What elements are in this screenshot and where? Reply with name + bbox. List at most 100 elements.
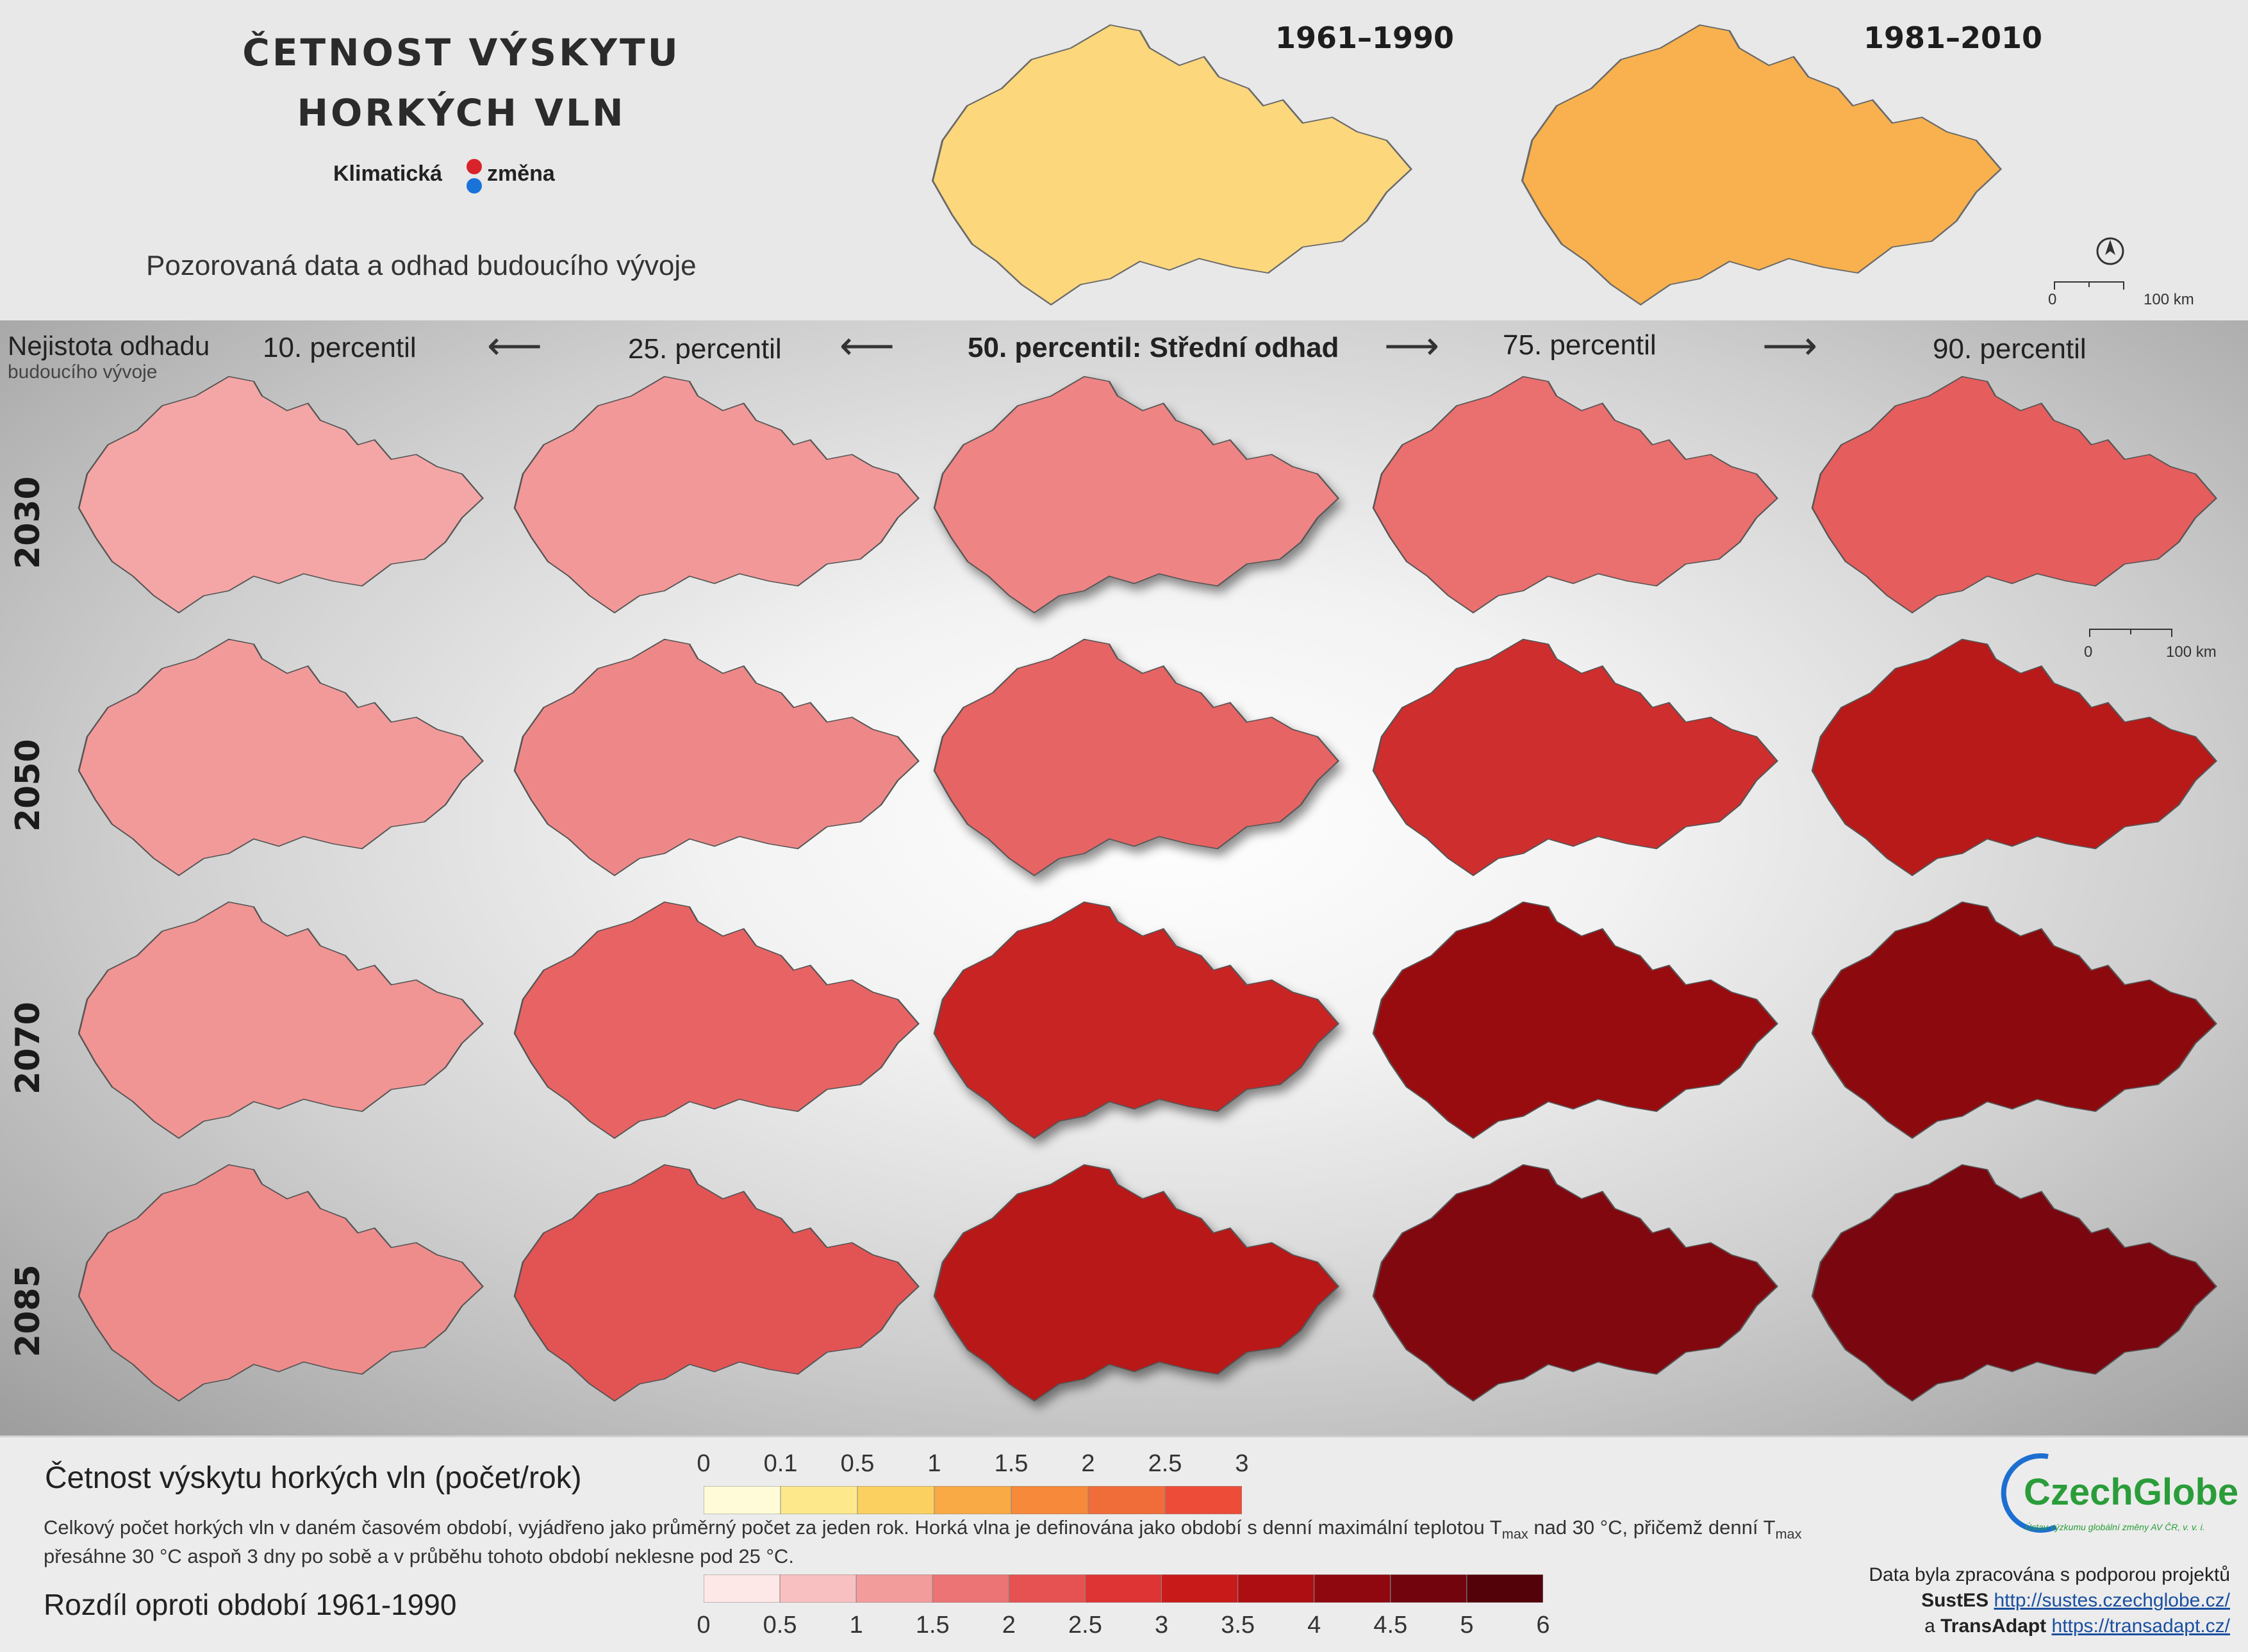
difference-tick-label: 3.5 (1221, 1612, 1255, 1639)
frequency-tick-label: 1.5 (994, 1450, 1029, 1477)
thermometer-icon (465, 158, 483, 201)
arrow-right-icon: ⟶ (1384, 324, 1440, 367)
frequency-tick-label: 0.5 (840, 1450, 875, 1477)
klimaticka-zmena-logo: Klimatická změna (333, 158, 590, 196)
percentile-10-label: 10. percentil (263, 332, 417, 363)
difference-swatch (779, 1574, 857, 1603)
difference-swatch (1314, 1574, 1391, 1603)
frequency-swatch (1164, 1486, 1242, 1514)
map-2070-p0 (70, 897, 487, 1141)
credits-line1: Data byla zpracována s podporou projektů (1869, 1564, 2230, 1585)
difference-swatch (932, 1574, 1009, 1603)
frequency-swatch (780, 1486, 858, 1514)
map-2085-p4 (1804, 1160, 2220, 1403)
org-name: CzechGlobe (2024, 1471, 2239, 1513)
map-2085-p0 (70, 1160, 487, 1403)
difference-tick-label: 1.5 (915, 1612, 950, 1639)
map-2085-p2 (926, 1160, 1343, 1403)
map-2030-p0 (70, 372, 487, 615)
difference-tick-label: 0 (697, 1612, 711, 1639)
project-transadapt: TransAdapt (1940, 1615, 2047, 1637)
frequency-legend-title: Četnost výskytu horkých vln (počet/rok) (45, 1461, 582, 1495)
legend-panel: Četnost výskytu horkých vln (počet/rok) … (0, 1435, 2248, 1652)
difference-swatch (1008, 1574, 1086, 1603)
frequency-tick-label: 3 (1235, 1450, 1249, 1477)
map-observed-1981-2010 (1512, 19, 2006, 308)
percentile-90-label: 90. percentil (1933, 333, 2087, 365)
difference-swatch (1161, 1574, 1239, 1603)
scale-bar-grid (2089, 628, 2172, 641)
difference-swatch (1390, 1574, 1467, 1603)
header-panel: ČETNOST VÝSKYTU HORKÝCH VLN Klimatická z… (0, 0, 2248, 320)
scale-bar-top (2054, 281, 2124, 294)
map-2050-p4 (1804, 634, 2220, 878)
map-2050-p1 (506, 634, 923, 878)
arrow-right-icon: ⟶ (1762, 324, 1818, 367)
difference-swatch (1466, 1574, 1543, 1603)
difference-tick-label: 4 (1307, 1612, 1321, 1639)
scale-end-grid: 100 km (2166, 643, 2217, 661)
year-label-2085: 2085 (9, 1264, 47, 1357)
map-2070-p1 (506, 897, 923, 1141)
frequency-swatch (857, 1486, 935, 1514)
difference-swatch (855, 1574, 933, 1603)
uncertainty-sublabel: budoucího vývoje (8, 361, 158, 383)
frequency-tick-label: 0.1 (763, 1450, 798, 1477)
sustes-link[interactable]: http://sustes.czechglobe.cz/ (1994, 1590, 2230, 1611)
difference-tick-label: 2.5 (1068, 1612, 1102, 1639)
czechglobe-arc-icon (2001, 1453, 2057, 1533)
frequency-tick-label: 2 (1081, 1450, 1095, 1477)
year-label-2050: 2050 (9, 739, 47, 832)
difference-legend-title: Rozdíl oproti období 1961-1990 (44, 1588, 457, 1621)
north-arrow-icon (2095, 236, 2125, 277)
frequency-colorbar: 0 0.1 0.5 1 1.5 2 2.5 3 (697, 1450, 1249, 1521)
difference-swatch (704, 1574, 781, 1603)
scale-start-top: 0 (2048, 291, 2057, 308)
frequency-tick-label: 2.5 (1148, 1450, 1182, 1477)
map-2030-p4 (1804, 372, 2220, 615)
project-sustes: SustES (1921, 1590, 1989, 1611)
frequency-tick-label: 1 (927, 1450, 941, 1477)
arrow-left-icon: ⟵ (839, 324, 895, 367)
map-2085-p3 (1365, 1160, 1781, 1403)
projection-grid-panel: Nejistota odhadu budoucího vývoje 10. pe… (0, 320, 2248, 1435)
period-title-1981: 1981–2010 (1864, 21, 2043, 55)
difference-tick-label: 0.5 (763, 1612, 797, 1639)
map-2070-p2 (926, 897, 1343, 1141)
scale-start-grid: 0 (2084, 643, 2093, 661)
logo-text-right: změna (487, 161, 555, 186)
main-title-line1: ČETNOST VÝSKYTU (242, 31, 681, 74)
period-title-1961: 1961–1990 (1275, 21, 1455, 55)
map-2070-p4 (1804, 897, 2220, 1141)
map-observed-1961-1990 (923, 19, 1416, 308)
frequency-swatch (934, 1486, 1012, 1514)
map-2070-p3 (1365, 897, 1781, 1141)
arrow-left-icon: ⟵ (487, 324, 543, 367)
frequency-swatch (704, 1486, 781, 1514)
subtitle: Pozorovaná data a odhad budoucího vývoje (146, 250, 697, 281)
map-2085-p1 (506, 1160, 923, 1403)
percentile-50-label: 50. percentil: Střední odhad (968, 332, 1339, 363)
map-2030-p2 (926, 372, 1343, 615)
difference-swatch (1237, 1574, 1315, 1603)
difference-tick-label: 1 (849, 1612, 863, 1639)
main-title-line2: HORKÝCH VLN (297, 91, 626, 135)
year-label-2070: 2070 (9, 1002, 47, 1094)
difference-tick-label: 3 (1154, 1612, 1169, 1639)
frequency-swatch (1011, 1486, 1089, 1514)
percentile-75-label: 75. percentil (1503, 329, 1657, 361)
uncertainty-label: Nejistota odhadu (8, 331, 210, 361)
definition-text: Celkový počet horkých vln v daném časové… (44, 1516, 1802, 1568)
frequency-tick-label: 0 (697, 1450, 711, 1477)
difference-tick-label: 2 (1002, 1612, 1016, 1639)
frequency-swatch (1087, 1486, 1166, 1514)
org-subtitle: Ústav výzkumu globální změny AV ČR, v. v… (2025, 1522, 2205, 1532)
difference-tick-label: 4.5 (1373, 1612, 1408, 1639)
year-label-2030: 2030 (9, 476, 47, 569)
map-2050-p2 (926, 634, 1343, 878)
credits-line2: SustES http://sustes.czechglobe.cz/ (1921, 1590, 2230, 1612)
difference-swatch (1084, 1574, 1162, 1603)
credits-line3: a TransAdapt https://transadapt.cz/ (1924, 1615, 2230, 1637)
czechglobe-logo: CzechGlobe Ústav výzkumu globální změny … (1997, 1450, 2240, 1546)
transadapt-link[interactable]: https://transadapt.cz/ (2051, 1615, 2230, 1637)
